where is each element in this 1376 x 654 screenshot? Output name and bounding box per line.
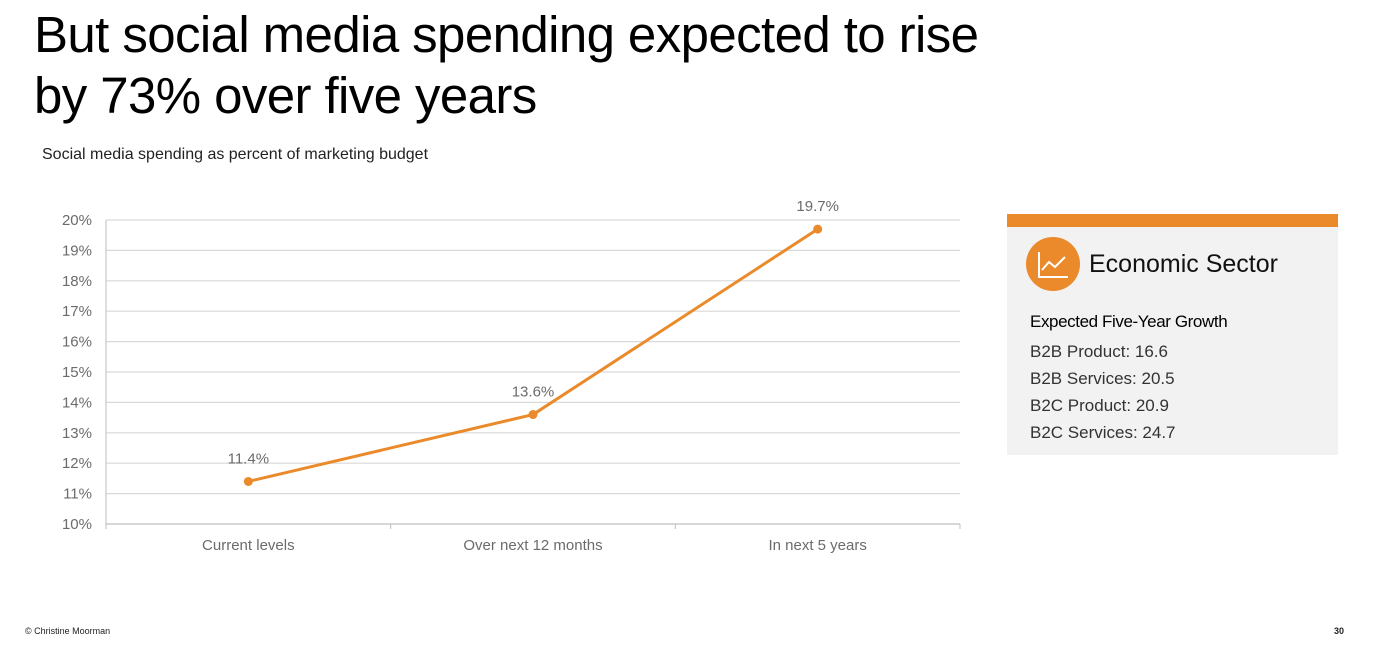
series-line [247,227,819,483]
data-label: 11.4% [228,450,269,467]
slide-title: But social media spending expected to ri… [34,6,979,124]
panel-accent-bar [1007,214,1338,227]
labels: 11.4% 13.6% 19.7% [228,198,839,467]
growth-item-b2b-product: B2B Product: 16.6 [1030,342,1168,361]
growth-item-b2b-services: B2B Services: 20.5 [1030,369,1175,388]
line-chart: 10% 11% 12% 13% 14% 15% 16% 17% 18% 19% 20% Current… [62,198,961,554]
gridlines [106,219,960,525]
y-tick-label: 14% [62,394,92,411]
data-point [528,410,538,420]
panel-heading: Expected Five-Year Growth [1030,312,1228,331]
page-number: 30 [1333,626,1344,636]
y-tick-label: 19% [62,242,92,259]
chart-subtitle: Social media spending as percent of mark… [42,146,429,163]
growth-list: B2B Product: 16.6 B2B Services: 20.5 B2C… [1030,338,1176,446]
panel-title: Economic Sector [1089,250,1278,278]
data-label: 13.6% [512,384,555,401]
economic-sector-panel: Economic Sector Expected Five-Year Growt… [1007,214,1338,455]
y-tick-label: 12% [62,455,92,472]
y-tick-label: 16% [62,334,92,351]
data-point [243,476,253,486]
y-tick-label: 10% [62,516,92,533]
line-chart-icon [1026,237,1080,291]
y-tick-label: 15% [62,364,92,381]
series [243,224,823,486]
y-tick-label: 13% [62,425,92,442]
growth-item-b2c-services: B2C Services: 24.7 [1030,423,1176,442]
y-tick-label: 11% [63,486,92,503]
x-category-label: Current levels [202,537,295,554]
data-label: 19.7% [796,198,839,215]
x-category-label: In next 5 years [768,537,866,554]
data-point [813,224,823,234]
y-tick-label: 17% [62,303,92,320]
copyright: © Christine Moorman [25,626,111,636]
y-tick-label: 18% [62,273,92,290]
growth-item-b2c-product: B2C Product: 20.9 [1030,396,1169,415]
x-category-label: Over next 12 months [463,537,602,554]
axes: 10% 11% 12% 13% 14% 15% 16% 17% 18% 19% 20% Current… [62,212,961,554]
y-tick-label: 20% [62,212,92,229]
